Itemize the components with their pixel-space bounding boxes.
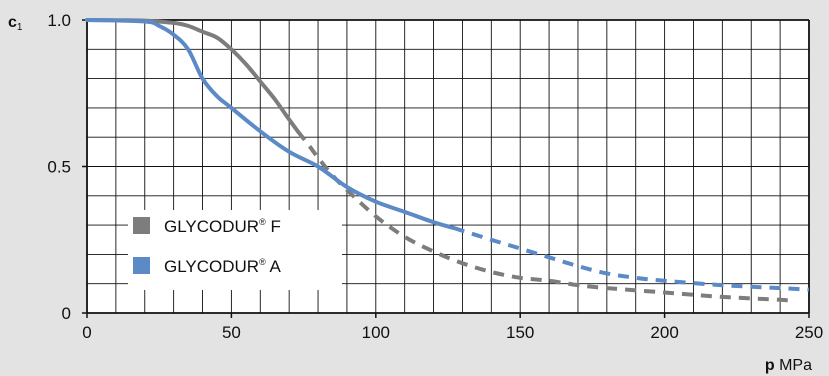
series-lines xyxy=(85,18,810,304)
tick-labels: 0 50 100 150 200 250 0 0.5 1.0 xyxy=(47,11,823,342)
y-tick-label: 1.0 xyxy=(47,11,71,30)
x-axis-label: p MPa xyxy=(765,357,812,374)
legend-background xyxy=(128,210,342,290)
x-tick-label: 150 xyxy=(506,323,534,342)
x-tick-label: 200 xyxy=(650,323,678,342)
x-tick-label: 100 xyxy=(362,323,390,342)
x-tick-label: 0 xyxy=(82,323,91,342)
legend: GLYCODUR® F GLYCODUR® A xyxy=(128,210,342,290)
series-f-line-dashed xyxy=(296,130,795,304)
legend-swatch xyxy=(133,217,150,234)
x-tick-label: 50 xyxy=(222,323,241,342)
y-axis-label: c1 xyxy=(8,14,23,33)
legend-label: GLYCODUR® F xyxy=(164,217,281,236)
series-a-line-dashed xyxy=(453,226,810,292)
legend-label: GLYCODUR® A xyxy=(164,257,282,276)
x-tick-label: 250 xyxy=(795,323,823,342)
y-tick-label: 0.5 xyxy=(47,158,71,177)
y-tick-label: 0 xyxy=(62,304,71,323)
series-f-line-solid xyxy=(85,18,300,134)
legend-swatch xyxy=(133,257,150,274)
series-a-line-solid xyxy=(85,18,456,230)
